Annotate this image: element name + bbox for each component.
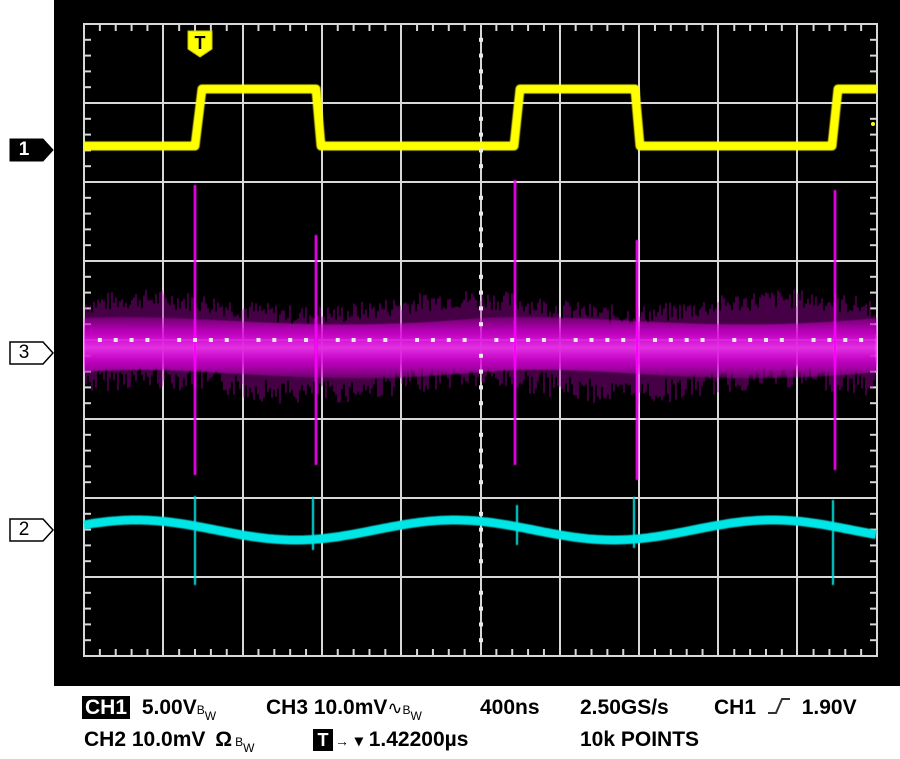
- ch2-settings[interactable]: CH2 10.0mV Ω BW: [84, 726, 254, 756]
- sample-rate-value: 2.50GS/s: [580, 696, 669, 719]
- ch1-label: CH1: [82, 696, 131, 719]
- ch2-trace: [83, 496, 877, 585]
- trigger-level: 1.90V: [801, 696, 857, 719]
- right-arrow-icon: →: [335, 733, 349, 749]
- ch3-bw-sub: W: [410, 709, 422, 723]
- ch1-bw-sub: W: [204, 709, 217, 723]
- ch1-ground-marker[interactable]: 1: [9, 138, 54, 162]
- timebase-value[interactable]: 400ns: [480, 696, 540, 719]
- trigger-marker-shape-icon: [187, 30, 213, 58]
- trigger-position-icon: T: [313, 729, 333, 752]
- ch3-label-scale: CH3 10.0mV: [266, 696, 388, 719]
- rising-edge-icon: [767, 698, 790, 714]
- ch3-marker-label: 3: [18, 342, 30, 363]
- trigger-position-value: 1.42200µs: [368, 728, 469, 751]
- ch2-bandwidth-limit-icon: B: [235, 735, 244, 749]
- ch1-scale: 5.00V: [141, 696, 197, 719]
- ac-coupling-icon: ∿: [387, 698, 403, 718]
- ch2-ground-marker[interactable]: 2: [9, 518, 54, 542]
- ch2-bw-sub: W: [243, 741, 255, 755]
- ch3-marker-arrow-icon: [9, 341, 54, 365]
- trigger-position-marker[interactable]: T: [187, 30, 213, 58]
- trigger-marker-label: T: [194, 33, 206, 53]
- ch2-marker-arrow-icon: [9, 518, 54, 542]
- trigger-settings[interactable]: CH1 1.90V: [714, 694, 857, 722]
- ch3-settings[interactable]: CH3 10.0mV∿BW: [266, 694, 422, 724]
- waveform-display: [83, 23, 878, 657]
- ch2-label-scale: CH2 10.0mV: [84, 728, 206, 751]
- ch1-marker-arrow-icon: [9, 138, 54, 162]
- 50-ohm-termination-icon: Ω: [215, 728, 233, 751]
- trigger-position-settings[interactable]: T → ▾ 1.42200µs: [313, 726, 468, 756]
- readout-panel: CH1 5.00VBW CH3 10.0mV∿BW 400ns 2.50GS/s…: [0, 690, 900, 759]
- ch3-bandwidth-limit-icon: B: [402, 703, 411, 717]
- graticule-ticks: [84, 24, 877, 656]
- trigger-source: CH1: [714, 696, 757, 719]
- ch1-bandwidth-limit-icon: B: [196, 703, 205, 717]
- ch3-ground-marker[interactable]: 3: [9, 341, 54, 365]
- record-length-value: 10k POINTS: [580, 728, 700, 751]
- down-triangle-icon: ▾: [354, 733, 363, 750]
- ch1-trace: [84, 84, 877, 151]
- ch2-marker-label: 2: [18, 519, 30, 540]
- ch1-marker-label: 1: [18, 139, 30, 160]
- ch1-settings[interactable]: CH1 5.00VBW: [82, 694, 216, 724]
- ch3-trace: [84, 180, 877, 480]
